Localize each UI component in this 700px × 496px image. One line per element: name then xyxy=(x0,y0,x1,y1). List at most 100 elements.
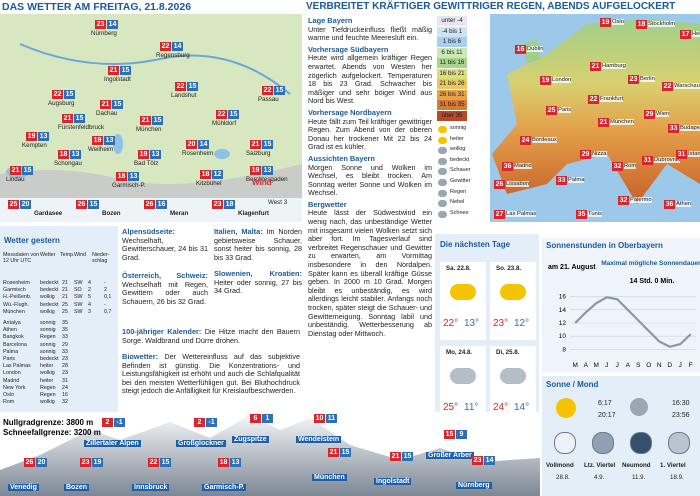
temp: 16 xyxy=(515,45,526,54)
low-temp: 13 xyxy=(150,150,161,159)
low-temp: 19 xyxy=(92,458,103,467)
city-name: Mühldorf xyxy=(212,120,237,127)
low-temp: 13 xyxy=(128,172,139,181)
low-temp: 16 xyxy=(156,200,167,209)
temp: 31 xyxy=(676,150,687,159)
region: Slowenien, Kroatien: Heiter oder sonnig,… xyxy=(214,269,302,296)
x-tick-label: O xyxy=(646,362,651,369)
moon-phase xyxy=(554,432,576,454)
cell: 5 xyxy=(88,294,91,301)
cell: sonnig xyxy=(40,348,56,355)
temp: 29 xyxy=(644,110,655,119)
section: Bergwetter Heute lässt der Südwestwind ei… xyxy=(308,199,432,339)
cell: New York xyxy=(3,384,26,391)
temp: 36 xyxy=(664,200,675,209)
city-name: Nürnberg xyxy=(91,30,117,37)
cell: Barcelona xyxy=(3,341,27,348)
high-temp: 21 xyxy=(328,448,339,457)
legend-label: Schnee xyxy=(450,209,469,216)
city-name: Regensburg xyxy=(156,52,190,59)
y-tick-label: 10 xyxy=(559,333,567,340)
heading: Die nächsten Tage xyxy=(440,240,511,249)
region: Österreich, Schweiz: Wechselhaft mit Reg… xyxy=(122,271,208,306)
high-temp: 10 xyxy=(314,414,325,423)
weather-icon xyxy=(500,368,526,384)
legend-label: Gewitter xyxy=(450,178,471,184)
low-temp: 13 xyxy=(230,458,241,467)
cell: Garmisch xyxy=(3,287,26,294)
y-tick-label: 14 xyxy=(559,307,567,314)
city-name: Bozen xyxy=(64,484,89,491)
section: Aussichten Bayern Morgen Sonne und Wolken… xyxy=(308,154,432,198)
high-temp: 21 xyxy=(390,452,401,461)
high-temp: 20 xyxy=(186,140,197,149)
city-name: Berlin xyxy=(640,76,655,82)
high-temp: 19 xyxy=(250,166,261,175)
high-temp: 21 xyxy=(108,66,119,75)
wind-value: West 3 xyxy=(268,199,288,206)
high-temp: 23 xyxy=(80,458,91,467)
legend-icon xyxy=(438,157,447,165)
low: 13° xyxy=(464,318,480,329)
city-name: Venedig xyxy=(8,484,39,491)
cell: Madrid xyxy=(3,377,20,384)
temp: 21 xyxy=(590,62,601,71)
high-temp: 22 xyxy=(262,86,273,95)
city-name: Gardasee xyxy=(34,210,63,217)
city-name: Passau xyxy=(258,96,279,103)
city-name: Nizza xyxy=(592,151,607,157)
high: 23° xyxy=(493,318,509,329)
cell: 21 xyxy=(62,280,68,286)
sunrise: 6:17 xyxy=(598,400,612,407)
cell: 21 xyxy=(62,287,68,294)
column-header: Temp. xyxy=(60,252,75,258)
low-temp: 14 xyxy=(198,140,209,149)
x-tick-label: A xyxy=(584,362,589,369)
legend-swatch: 21 bis 26 xyxy=(437,79,467,89)
high-temp: 22 xyxy=(175,82,186,91)
phase-date: 28.8. xyxy=(556,474,570,481)
low: 12° xyxy=(514,318,530,329)
cell: 25 xyxy=(62,301,68,308)
heading: Bergwetter xyxy=(308,199,347,209)
cell: heiter xyxy=(40,363,54,370)
low-temp: 14 xyxy=(107,20,118,29)
body-text: Wechselhaft mit Regen, Gewittern oder au… xyxy=(122,279,208,306)
city-name: Bad Tölz xyxy=(134,160,159,167)
high-temp: 19 xyxy=(92,136,103,145)
heading: Wetter gestern xyxy=(4,236,60,245)
x-tick-label: J xyxy=(679,362,682,369)
cell: SW xyxy=(74,308,83,315)
temp: 32 xyxy=(618,196,629,205)
low-temp: 15 xyxy=(340,448,351,457)
high-temp: 21 xyxy=(100,100,111,109)
cell: SW xyxy=(74,280,83,286)
high-temp: 21 xyxy=(62,114,73,123)
x-tick-label: S xyxy=(636,362,641,369)
temp: 17 xyxy=(680,30,691,39)
city-name: Kitzbühel xyxy=(196,180,222,187)
date: Sa. 22.8. xyxy=(446,265,471,272)
city-name: Madrid xyxy=(514,163,532,169)
x-tick-label: M xyxy=(594,362,599,369)
low-temp: 15 xyxy=(187,82,198,91)
column-header: Wind xyxy=(74,252,87,258)
high-temp: 22 xyxy=(216,110,227,119)
cell: sonnig xyxy=(40,327,56,334)
high: 25° xyxy=(443,402,459,413)
temp: 31 xyxy=(642,156,653,165)
legend-swatch: 6 bis 11 xyxy=(437,47,467,58)
city-name: Lindau xyxy=(6,176,25,183)
heading: Sonne / Mond xyxy=(546,380,599,389)
date: Mo, 24.8. xyxy=(446,349,473,356)
city-name: Rom xyxy=(624,163,637,169)
city-name: Ingolstadt xyxy=(104,76,131,83)
high: 24° xyxy=(493,402,509,413)
heading: Slowenien, Kroatien: xyxy=(214,269,302,278)
cell: Rosenheim xyxy=(3,280,30,286)
date-label: am 21. August xyxy=(548,264,596,271)
body-text: Der Wettereinfluss auf das subjektive Be… xyxy=(122,352,300,396)
cell: H.-Peißenb. xyxy=(3,294,32,301)
cell: bedeckt xyxy=(40,287,59,294)
cell: 35 xyxy=(62,320,68,326)
